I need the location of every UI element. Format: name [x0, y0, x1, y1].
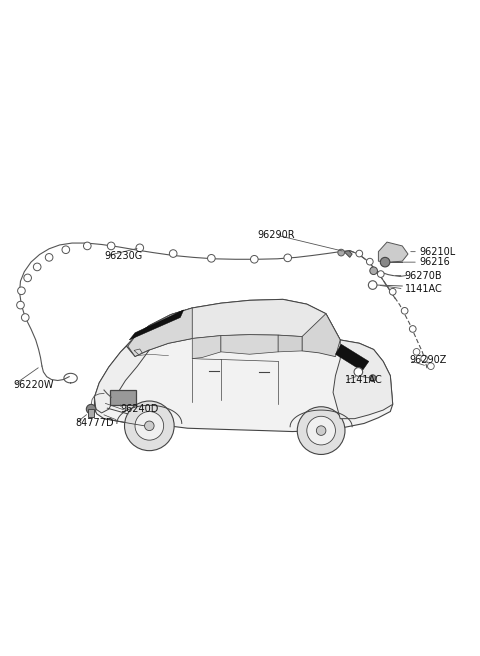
Text: 96220W: 96220W [13, 380, 54, 390]
Polygon shape [378, 242, 408, 262]
Polygon shape [302, 314, 340, 357]
Circle shape [421, 355, 428, 362]
Circle shape [366, 258, 373, 265]
Polygon shape [278, 335, 302, 352]
Text: 1141AC: 1141AC [345, 375, 383, 386]
Text: 96216: 96216 [419, 257, 450, 267]
Circle shape [380, 257, 390, 267]
Circle shape [377, 271, 384, 277]
Circle shape [389, 289, 396, 295]
Circle shape [368, 281, 377, 289]
Circle shape [45, 254, 53, 261]
Circle shape [316, 426, 326, 436]
Polygon shape [192, 336, 221, 359]
Circle shape [144, 421, 154, 430]
Bar [88, 409, 94, 417]
Polygon shape [344, 251, 352, 257]
Circle shape [169, 250, 177, 257]
Circle shape [124, 401, 174, 451]
Circle shape [22, 314, 29, 321]
Polygon shape [95, 299, 393, 432]
Circle shape [413, 348, 420, 355]
Circle shape [62, 246, 70, 254]
Text: 96270B: 96270B [405, 270, 442, 281]
Text: 96210L: 96210L [419, 247, 455, 256]
Circle shape [370, 267, 377, 275]
Text: 96240D: 96240D [120, 404, 159, 414]
Circle shape [356, 250, 363, 257]
Circle shape [34, 263, 41, 271]
Polygon shape [336, 344, 369, 371]
Text: 96290R: 96290R [257, 230, 295, 240]
Polygon shape [333, 340, 393, 419]
Text: 96230G: 96230G [104, 251, 142, 262]
Circle shape [136, 244, 144, 252]
Polygon shape [95, 346, 149, 413]
Polygon shape [126, 299, 340, 357]
Circle shape [369, 375, 376, 381]
Circle shape [354, 367, 363, 376]
Text: 96290Z: 96290Z [409, 356, 447, 365]
Circle shape [307, 417, 336, 445]
Circle shape [84, 242, 91, 250]
Circle shape [297, 407, 345, 455]
Circle shape [86, 404, 96, 414]
Circle shape [338, 249, 345, 256]
Text: 84777D: 84777D [75, 419, 114, 428]
Circle shape [251, 255, 258, 263]
Polygon shape [129, 310, 184, 340]
Polygon shape [128, 308, 192, 357]
Circle shape [409, 325, 416, 333]
Polygon shape [221, 335, 278, 354]
Circle shape [428, 363, 434, 369]
Circle shape [108, 242, 115, 250]
Circle shape [207, 255, 215, 262]
Text: 1141AC: 1141AC [405, 284, 443, 294]
Circle shape [24, 274, 32, 281]
Circle shape [18, 287, 25, 295]
Circle shape [401, 308, 408, 314]
Circle shape [135, 411, 164, 440]
Bar [110, 390, 136, 405]
Polygon shape [134, 349, 142, 355]
Circle shape [17, 301, 24, 309]
Circle shape [284, 254, 291, 262]
